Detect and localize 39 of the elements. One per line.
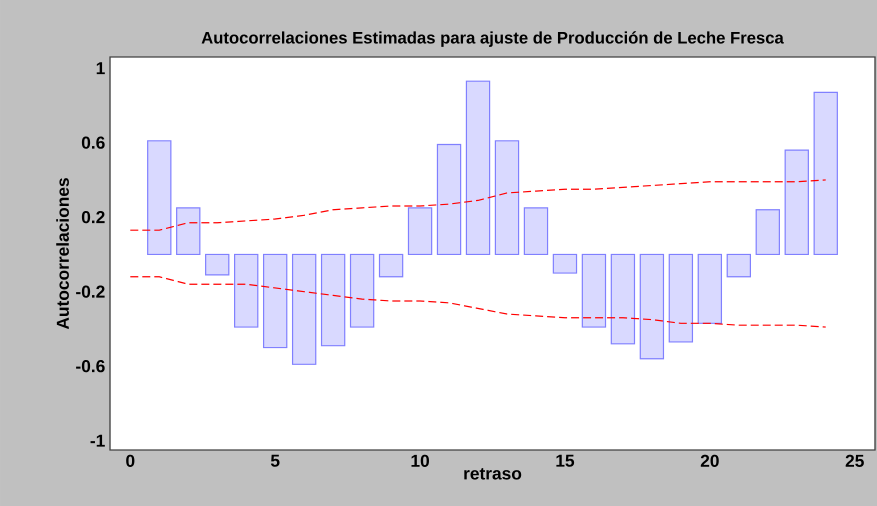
y-tick-label: -0.2	[76, 286, 105, 298]
y-tick-label: -1	[90, 434, 105, 447]
bar	[378, 254, 404, 278]
y-tick-label: 0.2	[82, 211, 105, 224]
bar	[494, 140, 520, 256]
bar	[350, 254, 374, 328]
y-tick-label: 1	[96, 62, 105, 74]
chart-title: Autocorrelaciones Estimadas para ajuste de Producción de Leche Fresca	[202, 31, 784, 47]
bar	[176, 207, 200, 256]
bar	[784, 150, 809, 256]
bar	[610, 254, 636, 344]
bar	[814, 92, 838, 256]
bar	[698, 254, 722, 324]
x-tick-label: 0	[126, 454, 134, 467]
bar	[726, 254, 751, 278]
bar	[205, 254, 230, 276]
bar	[408, 207, 432, 256]
bar	[262, 254, 288, 348]
x-tick-label: 10	[412, 454, 429, 467]
bar	[552, 254, 578, 274]
x-tick-label: 20	[700, 454, 719, 467]
bar	[466, 80, 490, 256]
bar	[756, 209, 780, 256]
bar	[320, 254, 346, 346]
bar	[234, 254, 258, 328]
bar	[292, 254, 316, 365]
y-tick-label: 0.6	[82, 136, 105, 149]
x-tick-label: 5	[270, 454, 280, 467]
x-tick-label: 15	[556, 454, 574, 467]
x-tick-label: 25	[846, 454, 864, 467]
y-axis-title: Autocorrelaciones	[56, 178, 69, 330]
y-tick-label: -0.6	[76, 360, 105, 372]
bar	[582, 254, 606, 328]
bar	[668, 254, 694, 343]
x-axis-title: retraso	[464, 468, 522, 480]
bar	[524, 207, 548, 256]
bar	[640, 254, 664, 360]
bar	[147, 140, 172, 256]
bar	[436, 144, 462, 256]
